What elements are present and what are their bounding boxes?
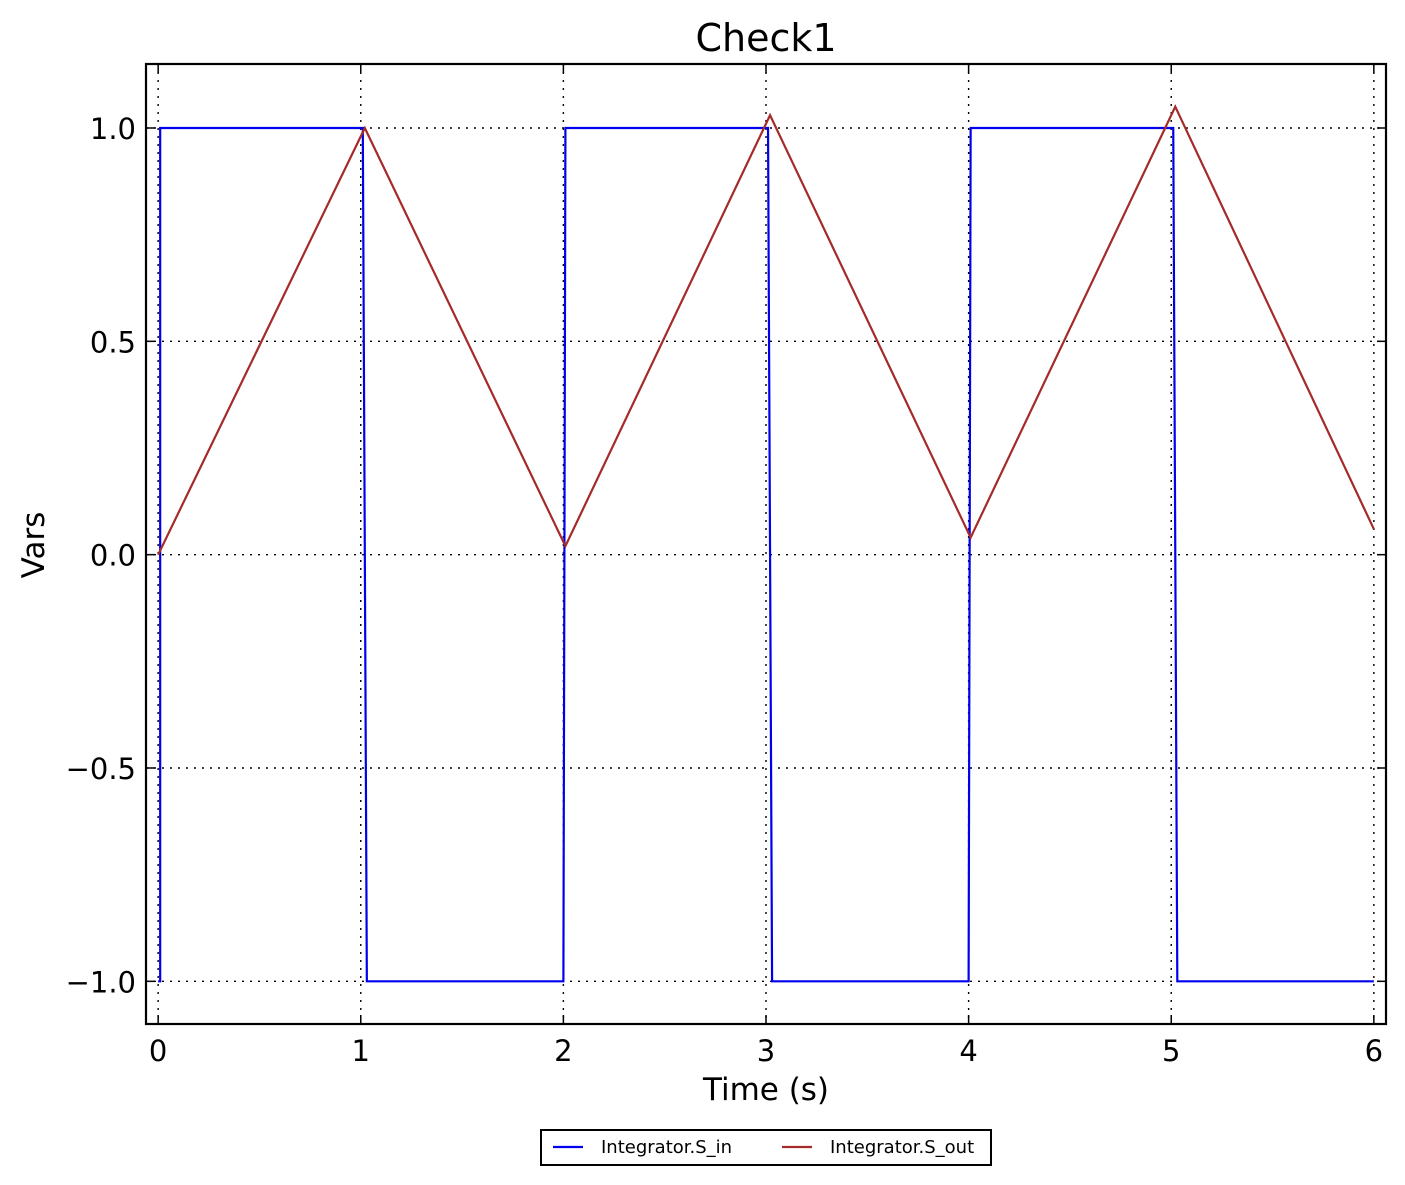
y-tick-label: −0.5	[66, 752, 136, 786]
x-tick-label: 4	[959, 1034, 977, 1068]
series-layer	[157, 104, 1375, 983]
plot-frame	[144, 62, 1388, 1026]
grid-lines	[146, 64, 1386, 1024]
y-tick-label: 1.0	[90, 112, 136, 146]
chart-title: Check1	[695, 16, 836, 60]
legend-label-s-out: Integrator.S_out	[830, 1137, 974, 1158]
x-tick-labels: 0 1 2 3 4 5 6	[149, 1034, 1383, 1068]
x-axis-label: Time (s)	[702, 1072, 829, 1108]
series-line-s-out	[157, 104, 1375, 556]
x-tick-label: 3	[757, 1034, 775, 1068]
x-tick-label: 1	[352, 1034, 370, 1068]
legend-box	[540, 1129, 992, 1166]
series-line-s-in	[158, 126, 1374, 983]
legend-label-s-in: Integrator.S_in	[601, 1137, 732, 1158]
y-axis-label: Vars	[16, 512, 52, 579]
x-tick-label: 5	[1162, 1034, 1180, 1068]
axis-ticks	[146, 64, 1386, 1024]
x-tick-label: 2	[554, 1034, 572, 1068]
x-tick-label: 0	[149, 1034, 167, 1068]
y-tick-label: 0.5	[90, 325, 136, 359]
y-tick-label: 0.0	[90, 539, 136, 573]
y-tick-labels: 1.0 0.5 0.0 −0.5 −1.0	[66, 112, 136, 999]
y-tick-label: −1.0	[66, 965, 136, 999]
x-tick-label: 6	[1365, 1034, 1383, 1068]
legend: Integrator.S_in Integrator.S_out	[540, 1129, 992, 1166]
